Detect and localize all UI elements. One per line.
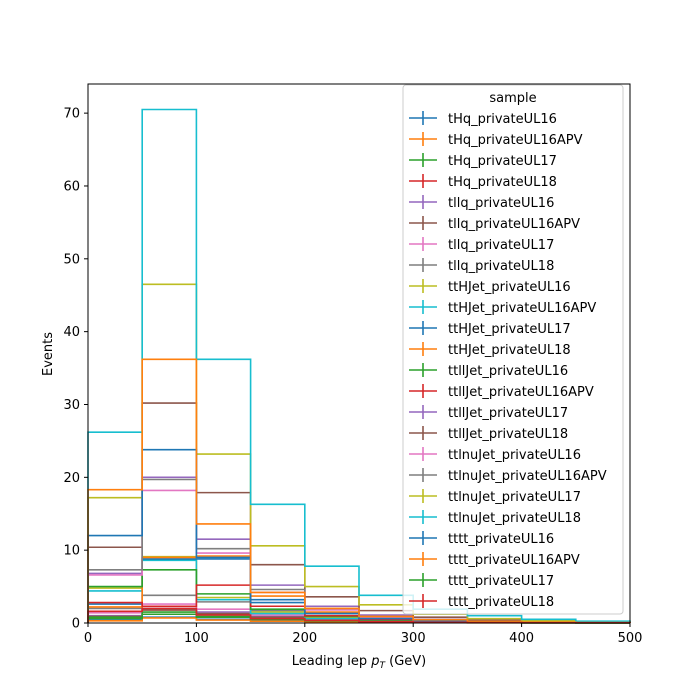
legend-entry-label: ttllJet_privateUL16 [448, 364, 568, 379]
legend-entry-label: ttHJet_privateUL17 [448, 322, 571, 337]
y-tick-label: 60 [63, 179, 80, 194]
legend-entry-label: tllq_privateUL16 [448, 196, 554, 211]
y-tick-label: 70 [63, 107, 80, 122]
legend-entry-label: tHq_privateUL17 [448, 154, 557, 169]
axes-layer: 0 100 200 300 400 500 0 10 20 30 40 50 60 70 [63, 83, 643, 646]
legend-entry-label: tttt_privateUL17 [448, 574, 554, 589]
x-tick-label: 400 [509, 631, 534, 646]
y-tick-label: 0 [72, 617, 80, 632]
y-tick-label: 20 [63, 471, 80, 486]
y-tick-label: 10 [63, 544, 80, 559]
legend-entry-label: ttlnuJet_privateUL17 [448, 490, 581, 505]
legend-entry-label: ttlnuJet_privateUL16APV [448, 469, 607, 484]
legend-entry-label: ttllJet_privateUL18 [448, 427, 568, 442]
legend-entry-label: ttHJet_privateUL18 [448, 343, 571, 358]
legend: sample tHq_privateUL16 tHq_privateUL16APVt… [402, 84, 624, 615]
x-axis-label: Leading lep pT (GeV) [292, 654, 426, 671]
axes-frame [87, 83, 631, 624]
legend-entry-label: ttlnuJet_privateUL16 [448, 448, 581, 463]
legend-entry-label: tllq_privateUL18 [448, 259, 554, 274]
legend-entry-label: ttllJet_privateUL17 [448, 406, 568, 421]
y-tick-label: 50 [63, 252, 80, 267]
legend-entry-label: tttt_privateUL16APV [448, 553, 580, 568]
legend-entry-label: tHq_privateUL18 [448, 175, 557, 190]
legend-entry-label: tttt_privateUL18 [448, 595, 554, 610]
legend-entry-label: ttllJet_privateUL16APV [448, 385, 594, 400]
y-tick-label: 30 [63, 398, 80, 413]
legend-entry-label: ttHJet_privateUL16APV [448, 301, 596, 316]
x-tick-label: 500 [618, 631, 643, 646]
legend-entry-label: tttt_privateUL16 [448, 532, 554, 547]
series-step-19 [87, 108, 631, 623]
legend-entry-label: tHq_privateUL16 [448, 112, 557, 127]
x-tick-label: 0 [84, 631, 92, 646]
legend-box [402, 84, 624, 615]
legend-entry-label: tllq_privateUL16APV [448, 217, 580, 232]
x-tick-label: 100 [184, 631, 209, 646]
legend-title: sample [489, 91, 536, 106]
x-tick-label: 200 [292, 631, 317, 646]
legend-entry-label: ttlnuJet_privateUL18 [448, 511, 581, 526]
y-axis-label: Events [41, 332, 56, 376]
x-tick-label: 300 [401, 631, 426, 646]
legend-entry-label: tllq_privateUL17 [448, 238, 554, 253]
legend-entry-label: tHq_privateUL16APV [448, 133, 583, 148]
y-tick-label: 40 [63, 325, 80, 340]
legend-entry-label: ttHJet_privateUL16 [448, 280, 571, 295]
